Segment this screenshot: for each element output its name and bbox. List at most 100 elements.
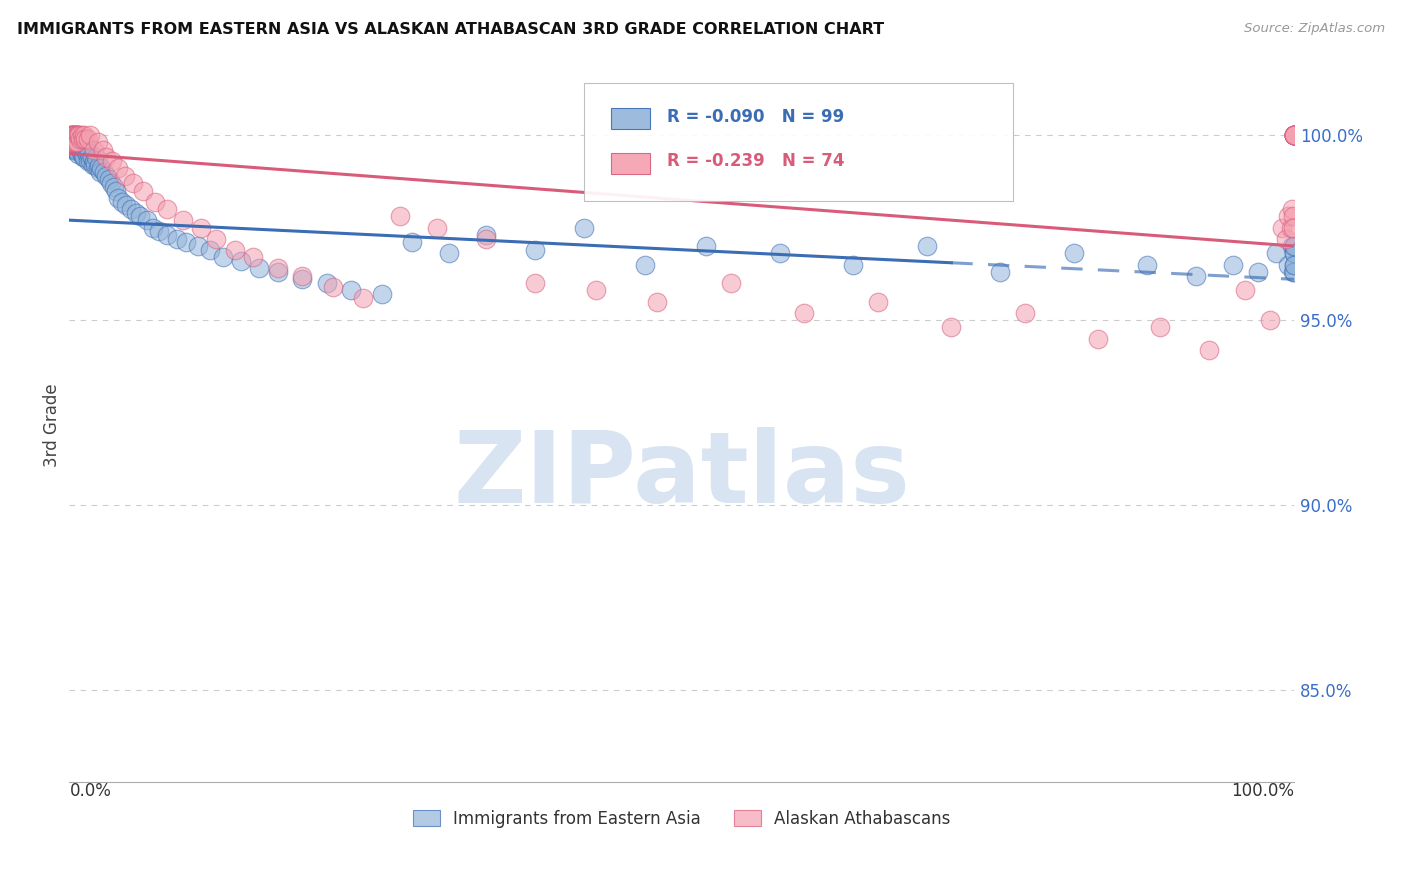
Point [60,128,83,142]
Point [86,150,108,164]
Point [695,239,717,253]
Point [1234,284,1257,298]
Point [70,146,93,161]
Bar [610,108,650,129]
Point [1281,202,1303,216]
Point [266,265,288,279]
Point [1282,210,1305,224]
Point [291,272,314,286]
Point [105,184,128,198]
Point [156,202,179,216]
Point [100,176,122,190]
Point [634,258,657,272]
Point [585,284,607,298]
Point [89,165,111,179]
Point [69,132,91,146]
Point [247,261,270,276]
Point [1284,239,1306,253]
Point [475,227,498,242]
Point [96,150,118,164]
Point [73,128,96,142]
Point [73,139,96,153]
Y-axis label: 3rd Grade: 3rd Grade [44,384,60,467]
Point [62,136,84,150]
Point [1284,258,1306,272]
Point [96,169,118,183]
Point [83,143,105,157]
Point [135,213,157,227]
Point [1284,128,1306,142]
Point [224,243,246,257]
Point [1198,343,1220,357]
Point [1282,265,1305,279]
Point [389,210,412,224]
Point [842,258,865,272]
Point [148,224,170,238]
Point [211,250,233,264]
Point [1284,258,1306,272]
Point [866,294,889,309]
Point [103,180,125,194]
Point [66,128,89,142]
Point [1271,220,1294,235]
Point [70,136,93,150]
Point [60,139,83,153]
Point [63,136,86,150]
Point [83,153,105,168]
Point [1284,128,1306,142]
Text: 100.0%: 100.0% [1232,782,1295,800]
Point [59,128,82,142]
Point [77,146,100,161]
Point [1274,232,1296,246]
FancyBboxPatch shape [583,83,1012,201]
Point [647,294,669,309]
Point [340,284,363,298]
Point [523,243,546,257]
Point [572,220,595,235]
Point [66,136,89,150]
Point [90,161,112,176]
Point [76,143,98,157]
Point [65,136,87,150]
Point [229,253,252,268]
Point [426,220,449,235]
Point [80,150,103,164]
Text: Source: ZipAtlas.com: Source: ZipAtlas.com [1244,22,1385,36]
Point [91,143,114,157]
Text: ZIPatlas: ZIPatlas [454,427,910,524]
Point [142,220,165,235]
Point [59,128,82,142]
Point [66,146,89,161]
Point [1258,313,1281,327]
Text: R = -0.090   N = 99: R = -0.090 N = 99 [668,108,845,126]
Point [65,143,87,157]
Point [70,128,93,142]
Point [475,232,498,246]
Point [124,206,146,220]
Point [190,220,212,235]
Point [84,158,107,172]
Point [86,161,108,176]
Point [988,265,1011,279]
Point [1279,220,1302,235]
Point [523,276,546,290]
Point [63,136,86,150]
Point [72,150,94,164]
Point [66,128,89,142]
Point [62,128,84,142]
Point [129,210,152,224]
Point [67,132,90,146]
Point [60,128,83,142]
Point [1284,128,1306,142]
Point [1284,128,1306,142]
Point [67,139,90,153]
Point [187,239,209,253]
Point [174,235,197,250]
Point [1149,320,1171,334]
Point [1284,246,1306,260]
Point [60,136,83,150]
Point [59,136,82,150]
Point [1277,210,1299,224]
Point [66,136,89,150]
Point [62,143,84,157]
